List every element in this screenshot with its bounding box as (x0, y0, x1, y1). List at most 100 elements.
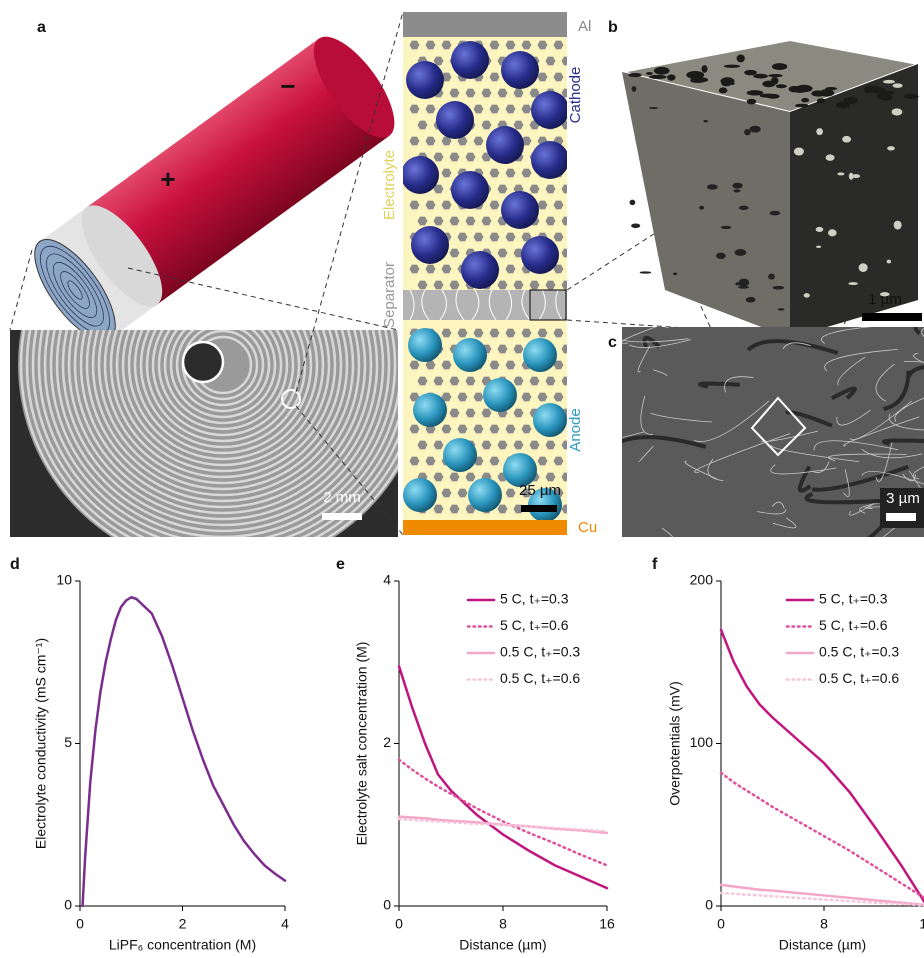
pore (760, 94, 777, 98)
pore (649, 107, 658, 109)
y-tick-label: 0 (383, 897, 391, 913)
figure: + − 2 mm 25 µm Al Cu Cathode Anode Elect… (0, 0, 924, 958)
pore (699, 206, 704, 210)
y-tick-label: 200 (690, 572, 714, 588)
grain (826, 154, 835, 160)
pore (738, 279, 749, 287)
grain (849, 173, 854, 180)
pore (673, 272, 677, 275)
anode-particle (408, 328, 442, 362)
pore (795, 104, 809, 108)
pore (632, 86, 637, 92)
cathode-particle (461, 251, 499, 289)
data-line (721, 773, 924, 900)
x-axis-title: LiPF₆ concentration (M) (109, 937, 256, 953)
plus-sign: + (160, 164, 175, 194)
pore (753, 74, 768, 79)
chart: 0240816Distance (µm)Electrolyte salt con… (354, 572, 615, 953)
data-line (399, 666, 607, 888)
x-tick-label: 16 (919, 916, 924, 932)
x-axis-title: Distance (µm) (779, 937, 866, 953)
pore (629, 200, 635, 205)
scale-label: 1 µm (868, 291, 902, 308)
pore (703, 120, 708, 122)
y-tick-label: 4 (383, 572, 391, 588)
grain (837, 172, 844, 175)
data-line (83, 597, 285, 906)
pore (667, 74, 675, 80)
x-tick-label: 4 (281, 916, 289, 932)
x-tick-label: 0 (395, 916, 403, 932)
grain (893, 83, 903, 88)
x-tick-label: 0 (717, 916, 725, 932)
y-tick-label: 10 (56, 572, 72, 588)
data-line (399, 760, 607, 866)
pore (773, 286, 785, 290)
pore (631, 224, 640, 229)
x-tick-label: 0 (76, 916, 84, 932)
anode-label: Anode (567, 408, 584, 451)
pore (747, 99, 757, 105)
fiber (681, 540, 729, 545)
fiber (586, 371, 604, 387)
al-layer (403, 12, 567, 37)
minus-sign: − (280, 71, 295, 101)
pore (776, 84, 787, 88)
cu-layer (403, 520, 567, 535)
x-tick-label: 8 (820, 916, 828, 932)
grain (816, 246, 821, 248)
y-tick-label: 0 (64, 897, 72, 913)
pore (746, 297, 756, 303)
grain (816, 128, 823, 135)
cathode-particle (501, 51, 539, 89)
scale-label: 3 µm (886, 490, 920, 507)
pore (628, 73, 641, 77)
pore (744, 129, 751, 135)
cathode-particle (521, 236, 559, 274)
illustration: + − 2 mm 25 µm Al Cu Cathode Anode Elect… (10, 12, 924, 570)
anode-particle (533, 403, 567, 437)
pore (719, 87, 728, 93)
panel-label: f (652, 556, 658, 573)
page: {"panel_labels": ["a", "b", "c", "d", "e… (0, 0, 924, 958)
anode-particle (443, 438, 477, 472)
legend-label: 5 C, t₊=0.3 (500, 591, 569, 607)
grain (892, 108, 903, 115)
legend-label: 5 C, t₊=0.6 (819, 617, 888, 633)
cathode-particle (451, 171, 489, 209)
pore (640, 271, 652, 273)
al-label: Al (578, 18, 591, 35)
pore (794, 87, 807, 93)
cathode-label: Cathode (567, 67, 584, 124)
scale-label: 2 mm (323, 489, 361, 506)
pore (694, 77, 708, 82)
cathode-particle (436, 101, 474, 139)
pore (732, 183, 742, 189)
scale-bar (862, 313, 922, 321)
panel-label: c (608, 334, 617, 351)
data-line (721, 885, 924, 905)
grain (842, 136, 851, 143)
chart: 0510024LiPF₆ concentration (M)Electrolyt… (33, 572, 289, 953)
pore (649, 75, 667, 79)
anode-particle (468, 478, 502, 512)
x-tick-label: 8 (499, 916, 507, 932)
pore (768, 74, 782, 77)
fiber (602, 360, 618, 389)
cathode-particle (451, 41, 489, 79)
pore (820, 89, 835, 96)
scale-bar (322, 513, 362, 520)
pore (738, 286, 749, 289)
panel-label: a (37, 19, 46, 36)
y-axis-title: Electrolyte salt concentration (M) (354, 642, 370, 846)
pore (646, 72, 653, 75)
legend-label: 0.5 C, t₊=0.6 (500, 670, 580, 686)
panel-label: e (336, 556, 345, 573)
grain (887, 146, 895, 150)
grain (883, 80, 895, 84)
pore (801, 98, 809, 102)
panel-label: b (608, 19, 618, 36)
pore (739, 206, 749, 210)
grain (848, 282, 857, 285)
grain (828, 229, 837, 236)
